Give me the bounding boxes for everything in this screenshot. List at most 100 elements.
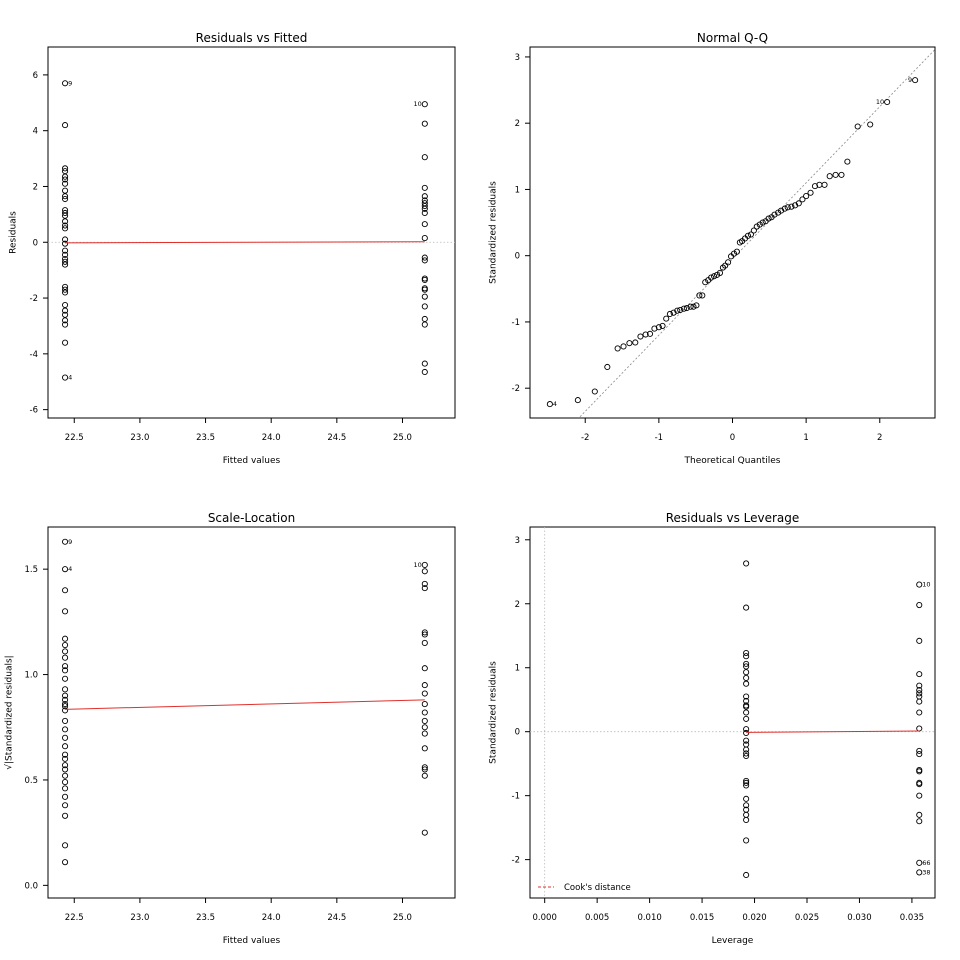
plot-frame (47, 526, 456, 899)
data-point (799, 196, 806, 203)
data-point (62, 608, 69, 615)
data-point (743, 871, 750, 879)
x-tick-label: 23.5 (196, 913, 215, 923)
data-point (421, 293, 428, 300)
y-tick-label: 3 (515, 53, 520, 63)
data-point (743, 680, 750, 687)
data-point (62, 339, 69, 346)
data-point (743, 782, 750, 789)
data-point (421, 665, 428, 672)
point-label: 9 (68, 538, 72, 546)
data-point (421, 101, 428, 108)
smoother-line (746, 730, 920, 733)
data-point (62, 842, 69, 849)
data-point (62, 538, 69, 545)
data-point (62, 176, 69, 183)
data-point (62, 793, 69, 800)
data-point (765, 215, 772, 222)
data-point (62, 802, 69, 809)
x-axis-label: Fitted values (223, 456, 281, 466)
x-tick-label: 0.025 (795, 913, 819, 923)
data-point (733, 248, 740, 255)
x-tick-label: 24.5 (327, 913, 346, 923)
data-point (844, 158, 851, 165)
data-point (421, 235, 428, 242)
data-point (421, 568, 428, 575)
data-point (854, 123, 861, 130)
data-point (421, 303, 428, 310)
x-axis-label: Leverage (712, 936, 754, 946)
x-tick-label: 0.020 (742, 913, 766, 923)
data-point (62, 751, 69, 758)
data-point (62, 258, 69, 265)
data-point (62, 726, 69, 733)
data-point (62, 772, 69, 779)
y-tick-label: 2 (33, 182, 38, 192)
data-point (421, 154, 428, 161)
data-point (421, 724, 428, 731)
data-point (743, 737, 750, 744)
data-point (62, 859, 69, 866)
data-point (743, 779, 750, 786)
data-point (912, 77, 919, 84)
data-point (743, 795, 750, 802)
data-point (642, 331, 649, 338)
data-point (655, 324, 662, 331)
data-point (62, 195, 69, 203)
data-point (421, 221, 428, 228)
y-tick-label: 1.5 (24, 565, 38, 575)
panel-qq: Normal Q-Q Theoretical Quantiles Standardi… (489, 31, 936, 466)
data-point (916, 869, 923, 876)
data-point (743, 746, 750, 753)
data-point (62, 317, 69, 324)
x-tick-label: 0.000 (533, 913, 557, 923)
data-point (916, 768, 923, 775)
x-tick-label: -1 (655, 433, 663, 443)
data-point (811, 183, 819, 190)
data-point (803, 193, 810, 200)
data-point (743, 752, 750, 760)
data-point (62, 641, 69, 649)
y-axis-label: √|Standardized residuals| (4, 655, 15, 769)
data-point (62, 675, 69, 682)
data-point (807, 189, 814, 196)
data-point (744, 232, 752, 239)
data-point (674, 307, 681, 314)
data-point (677, 306, 684, 314)
data-point (62, 734, 69, 741)
chart-title: Normal Q-Q (697, 31, 768, 45)
data-point (916, 637, 923, 644)
y-tick-label: -2 (512, 856, 520, 866)
data-point (62, 755, 69, 762)
data-point (663, 315, 670, 322)
x-tick-label: 0.005 (585, 913, 609, 923)
panel-rvf: Residuals vs Fitted Fitted values Residual… (9, 31, 456, 466)
data-point (637, 333, 644, 340)
data-point (916, 581, 923, 588)
data-point (421, 745, 428, 752)
data-point (62, 261, 69, 268)
y-tick-label: 0 (515, 252, 520, 262)
data-point (626, 340, 633, 347)
x-tick-label: 24.0 (262, 913, 281, 923)
data-point (421, 717, 428, 724)
y-tick-label: 1 (515, 185, 520, 195)
data-point (62, 187, 69, 194)
data-point (743, 697, 750, 705)
data-point (743, 560, 750, 567)
x-tick-label: 25.0 (393, 913, 412, 923)
data-point (62, 635, 69, 642)
data-point (620, 343, 627, 350)
data-point (916, 747, 923, 754)
data-point (916, 671, 923, 678)
data-point (838, 171, 845, 178)
data-point (62, 707, 69, 714)
data-point (743, 802, 750, 809)
data-point (916, 792, 923, 799)
data-point (421, 766, 428, 773)
data-point (421, 629, 428, 636)
panel-rvl: Residuals vs Leverage Leverage Standardize… (489, 511, 936, 946)
data-point (795, 200, 802, 207)
data-point (62, 180, 69, 187)
point-label: 9 (68, 79, 72, 87)
